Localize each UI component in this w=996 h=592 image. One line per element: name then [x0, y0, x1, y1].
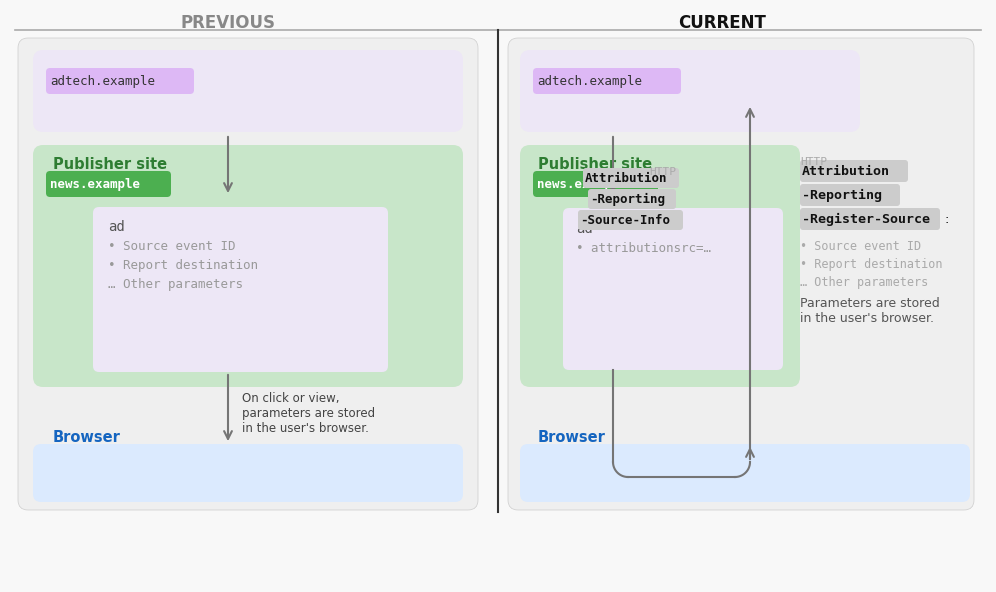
FancyBboxPatch shape: [520, 145, 800, 387]
FancyBboxPatch shape: [588, 189, 676, 209]
FancyBboxPatch shape: [520, 50, 860, 132]
Text: On click or view,
parameters are stored
in the user's browser.: On click or view, parameters are stored …: [242, 392, 375, 435]
Text: • Report destination: • Report destination: [108, 259, 258, 272]
Text: Browser: Browser: [538, 430, 606, 445]
Text: Browser: Browser: [53, 430, 121, 445]
Text: -Reporting: -Reporting: [802, 188, 882, 201]
Text: -Register-Source: -Register-Source: [802, 213, 930, 226]
FancyBboxPatch shape: [33, 444, 463, 502]
FancyBboxPatch shape: [33, 50, 463, 132]
Text: CURRENT: CURRENT: [678, 14, 766, 32]
Text: • Source event ID: • Source event ID: [108, 240, 235, 253]
FancyBboxPatch shape: [18, 38, 478, 510]
Text: Attribution: Attribution: [585, 172, 667, 185]
Text: Parameters are stored
in the user's browser.: Parameters are stored in the user's brow…: [800, 297, 940, 325]
Text: -Reporting: -Reporting: [590, 192, 665, 205]
Text: adtech.example: adtech.example: [537, 75, 642, 88]
FancyBboxPatch shape: [520, 444, 970, 502]
FancyBboxPatch shape: [563, 208, 783, 370]
Text: ad: ad: [108, 220, 124, 234]
FancyBboxPatch shape: [578, 210, 683, 230]
Text: -Source-Info: -Source-Info: [580, 214, 670, 227]
Text: • Report destination: • Report destination: [800, 258, 942, 271]
FancyBboxPatch shape: [800, 208, 940, 230]
Text: :: :: [944, 213, 948, 226]
FancyBboxPatch shape: [46, 68, 194, 94]
FancyBboxPatch shape: [93, 207, 388, 372]
FancyBboxPatch shape: [508, 38, 974, 510]
FancyBboxPatch shape: [533, 171, 658, 197]
FancyBboxPatch shape: [46, 171, 171, 197]
FancyBboxPatch shape: [800, 160, 908, 182]
Text: • attributionsrc=…: • attributionsrc=…: [576, 242, 711, 255]
Text: HTTP: HTTP: [800, 157, 827, 167]
Text: … Other parameters: … Other parameters: [108, 278, 243, 291]
Text: PREVIOUS: PREVIOUS: [180, 14, 276, 32]
Text: Publisher site: Publisher site: [538, 157, 652, 172]
Text: adtech.example: adtech.example: [50, 75, 155, 88]
Text: … Other parameters: … Other parameters: [800, 276, 928, 289]
Text: news.example: news.example: [537, 178, 627, 191]
Text: ad: ad: [576, 222, 593, 236]
FancyBboxPatch shape: [583, 168, 679, 188]
FancyBboxPatch shape: [800, 184, 900, 206]
FancyBboxPatch shape: [33, 145, 463, 387]
Text: HTTP: HTTP: [649, 167, 676, 177]
Text: • Source event ID: • Source event ID: [800, 240, 921, 253]
Text: Attribution: Attribution: [802, 165, 890, 178]
FancyBboxPatch shape: [533, 68, 681, 94]
Text: Publisher site: Publisher site: [53, 157, 167, 172]
Text: news.example: news.example: [50, 178, 140, 191]
